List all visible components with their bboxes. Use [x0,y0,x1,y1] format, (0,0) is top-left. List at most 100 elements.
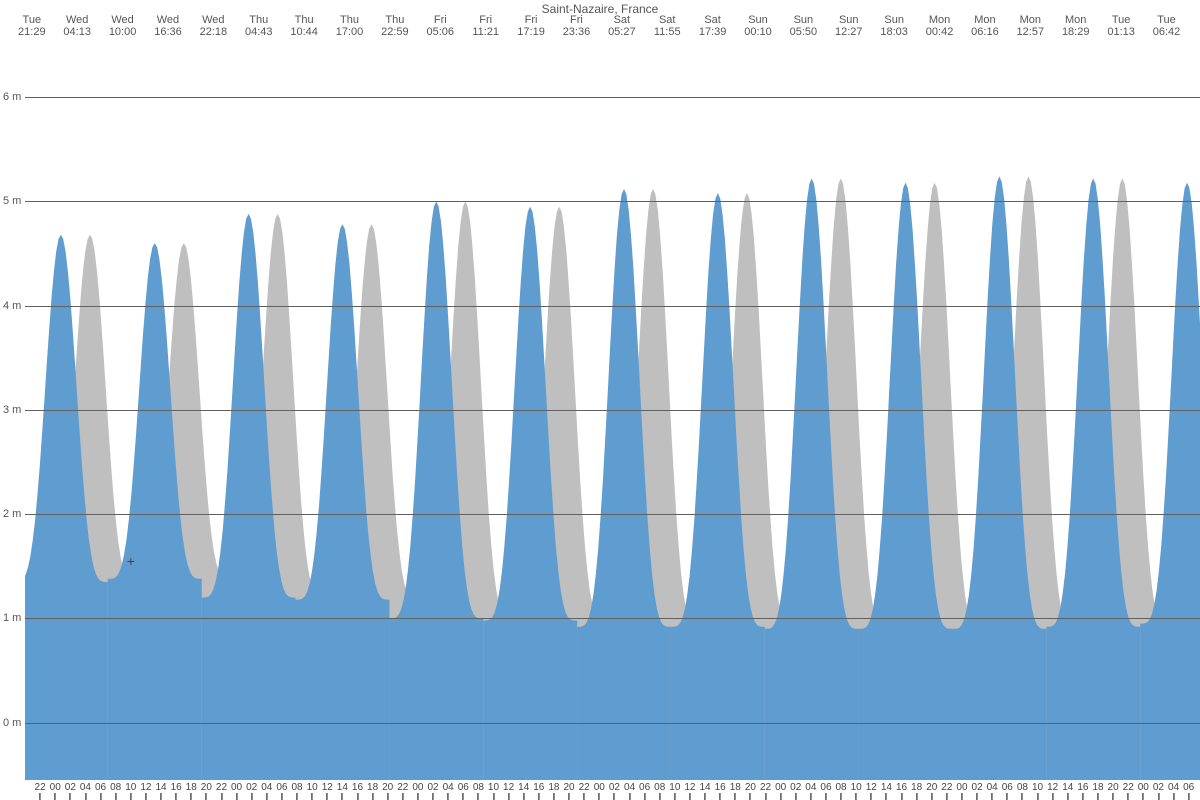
hour-tick: 16 [896,782,907,800]
hour-tick: 06 [458,782,469,800]
hour-tick: 10 [125,782,136,800]
hour-tick: 00 [956,782,967,800]
hour-tick: 22 [35,782,46,800]
hour-tick: 04 [624,782,635,800]
hour-tick: 04 [805,782,816,800]
hour-tick: 04 [261,782,272,800]
hour-tick: 10 [307,782,318,800]
tide-event-label: Wed04:13 [63,14,91,38]
hour-tick: 10 [1032,782,1043,800]
hour-tick: 20 [382,782,393,800]
hour-tick: 18 [911,782,922,800]
tide-event-label: Thu10:44 [290,14,318,38]
hour-tick: 00 [231,782,242,800]
hour-tick: 04 [80,782,91,800]
gridline [25,97,1200,98]
hour-tick: 12 [866,782,877,800]
hour-tick: 06 [639,782,650,800]
hour-tick: 22 [579,782,590,800]
hour-tick: 10 [669,782,680,800]
hour-tick: 22 [760,782,771,800]
tide-event-label: Mon06:16 [971,14,999,38]
hour-tick: 08 [110,782,121,800]
hour-tick: 00 [412,782,423,800]
y-tick-label: 6 m [3,91,21,103]
gridline [25,723,1200,724]
hour-tick: 14 [1062,782,1073,800]
hour-tick: 18 [730,782,741,800]
hour-tick: 12 [684,782,695,800]
hour-tick: 02 [427,782,438,800]
hour-tick: 06 [95,782,106,800]
hour-tick: 22 [216,782,227,800]
hour-tick: 18 [1092,782,1103,800]
tide-event-label: Mon12:57 [1017,14,1045,38]
hour-tick: 12 [1047,782,1058,800]
gridline [25,201,1200,202]
hour-tick: 22 [941,782,952,800]
hour-tick: 14 [155,782,166,800]
tide-event-label: Fri17:19 [517,14,545,38]
hour-tick: 20 [745,782,756,800]
hour-tick: 08 [1017,782,1028,800]
hour-tick: 02 [790,782,801,800]
hour-tick: 10 [851,782,862,800]
gridline [25,306,1200,307]
hour-tick: 20 [926,782,937,800]
top-event-labels: Tue21:29 Wed04:13 Wed10:00 Wed16:36 Wed22:18… [0,14,1200,44]
hour-tick: 02 [1153,782,1164,800]
y-tick-label: 1 m [3,612,21,624]
tide-event-label: Mon00:42 [926,14,954,38]
hour-tick: 02 [246,782,257,800]
hour-tick: 02 [609,782,620,800]
hour-tick: 18 [367,782,378,800]
tide-event-label: Wed16:36 [154,14,182,38]
hour-tick: 06 [1183,782,1194,800]
hour-tick: 12 [503,782,514,800]
plot-area: 0 m1 m2 m3 m4 m5 m6 m+ [25,45,1200,780]
tide-event-label: Fri11:21 [472,14,499,38]
hour-tick: 16 [533,782,544,800]
tide-event-label: Sat17:39 [699,14,727,38]
hour-tick: 12 [322,782,333,800]
hour-tick: 06 [1002,782,1013,800]
tide-event-label: Thu04:43 [245,14,273,38]
hour-tick: 14 [518,782,529,800]
y-tick-label: 4 m [3,300,21,312]
bottom-hour-axis: 2200020406081012141618202200020406081012… [25,780,1200,800]
hour-tick: 06 [276,782,287,800]
tide-event-label: Sun12:27 [835,14,863,38]
hour-tick: 02 [972,782,983,800]
tide-event-label: Thu17:00 [336,14,364,38]
tide-event-label: Wed22:18 [200,14,228,38]
hour-tick: 12 [140,782,151,800]
tide-event-label: Fri05:06 [427,14,455,38]
marker-cross: + [127,553,135,569]
tide-event-label: Fri23:36 [563,14,591,38]
hour-tick: 00 [50,782,61,800]
hour-tick: 00 [1138,782,1149,800]
tide-event-label: Tue21:29 [18,14,46,38]
hour-tick: 18 [186,782,197,800]
hour-tick: 10 [488,782,499,800]
hour-tick: 14 [881,782,892,800]
gridline [25,514,1200,515]
hour-tick: 08 [836,782,847,800]
hour-tick: 16 [1077,782,1088,800]
tide-event-label: Tue06:42 [1153,14,1181,38]
hour-tick: 08 [473,782,484,800]
hour-tick: 22 [397,782,408,800]
tide-event-label: Wed10:00 [109,14,137,38]
tide-svg [25,45,1200,780]
tide-event-label: Sun05:50 [790,14,818,38]
tide-event-label: Thu22:59 [381,14,409,38]
hour-tick: 00 [775,782,786,800]
hour-tick: 04 [1168,782,1179,800]
hour-tick: 08 [291,782,302,800]
hour-tick: 20 [201,782,212,800]
tide-lobe [1140,183,1200,780]
hour-tick: 16 [352,782,363,800]
tide-event-label: Sun18:03 [880,14,908,38]
gridline [25,410,1200,411]
hour-tick: 08 [654,782,665,800]
